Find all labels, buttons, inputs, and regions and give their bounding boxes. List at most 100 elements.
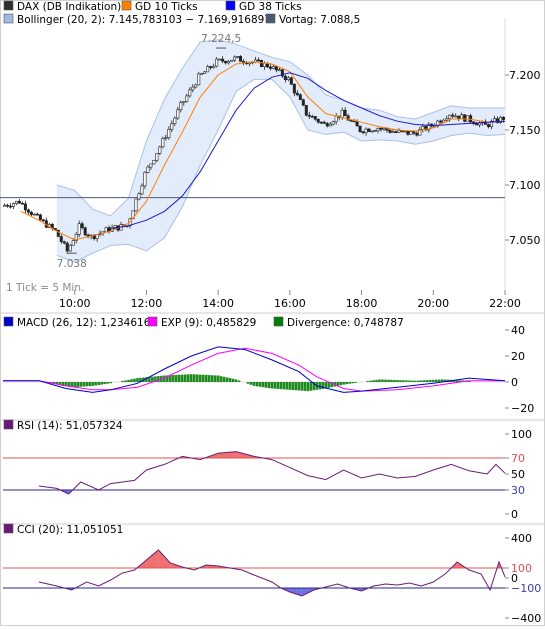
candle-body xyxy=(188,89,192,97)
candle-body xyxy=(203,71,207,74)
divergence-bar xyxy=(163,375,166,382)
candle-body xyxy=(62,241,66,244)
divergence-bar xyxy=(91,382,94,386)
candle-body xyxy=(379,128,383,130)
divergence-bar xyxy=(312,382,316,391)
candle-body xyxy=(328,123,332,127)
candle-body xyxy=(325,123,329,127)
price-x-tick-label: 22:00 xyxy=(489,297,521,310)
candle-body xyxy=(295,92,299,96)
candle-body xyxy=(227,60,231,64)
divergence-bar xyxy=(130,379,133,382)
legend-label: Divergence: 0,748787 xyxy=(287,317,404,329)
price-x-tick-label: 14:00 xyxy=(202,297,234,310)
divergence-bar xyxy=(261,382,265,388)
divergence-bar xyxy=(100,382,103,385)
divergence-bar xyxy=(282,382,286,390)
cci-oversold-fills xyxy=(64,588,491,596)
candle-body xyxy=(388,129,392,133)
divergence-bar xyxy=(420,380,423,382)
divergence-bar xyxy=(348,382,351,384)
candle-body xyxy=(41,219,45,222)
divergence-bar xyxy=(405,380,408,382)
candle-body xyxy=(215,58,219,67)
candle-body xyxy=(29,211,33,215)
candle-body xyxy=(319,121,323,124)
candle-body xyxy=(367,128,371,132)
candle-body xyxy=(331,121,335,125)
candle-body xyxy=(322,121,326,124)
candle-body xyxy=(152,159,156,165)
divergence-bar xyxy=(85,382,88,387)
candle-body xyxy=(209,66,213,68)
candle-body xyxy=(499,116,503,123)
legend-swatch xyxy=(147,316,158,327)
candle-body xyxy=(256,59,260,62)
candle-body xyxy=(221,58,225,62)
divergence-bar xyxy=(103,382,106,385)
divergence-bar xyxy=(339,382,342,386)
candle-body xyxy=(403,130,407,133)
legend-label: RSI (14): 51,057324 xyxy=(17,420,123,432)
legend-swatch xyxy=(3,523,14,534)
candlesticks xyxy=(2,55,506,254)
bollinger-upper-line xyxy=(56,39,505,217)
price-x-tick-label: 16:00 xyxy=(274,297,306,310)
cci-oversold-fill xyxy=(289,588,302,596)
candle-body xyxy=(68,244,72,252)
candle-body xyxy=(176,109,180,119)
divergence-bar xyxy=(342,382,345,385)
candle-body xyxy=(218,58,222,61)
candle-body xyxy=(382,127,386,130)
candle-body xyxy=(26,209,30,213)
price-x-tick-label: 12:00 xyxy=(131,297,163,310)
divergence-bar xyxy=(258,382,262,387)
candle-body xyxy=(56,229,60,237)
candle-body xyxy=(376,128,380,132)
divergence-bar xyxy=(300,382,304,391)
cci-overbought-fills xyxy=(136,550,502,568)
divergence-bar xyxy=(201,374,205,382)
candle-body xyxy=(373,130,377,133)
bollinger-lower-line xyxy=(56,78,506,263)
candle-body xyxy=(409,131,413,135)
candle-body xyxy=(262,62,266,68)
candle-body xyxy=(173,117,177,124)
divergence-bar xyxy=(381,379,384,382)
price-annotation: 7.038 xyxy=(57,258,87,270)
candle-body xyxy=(104,227,108,233)
divergence-bar xyxy=(440,379,444,382)
divergence-bar xyxy=(288,382,292,390)
candle-body xyxy=(286,77,290,80)
divergence-bar xyxy=(306,382,310,392)
divergence-bar xyxy=(234,379,238,382)
divergence-bar xyxy=(225,377,229,382)
divergence-bar xyxy=(321,382,325,389)
divergence-bar xyxy=(366,381,369,382)
candle-body xyxy=(212,65,216,68)
legend-label: GD 10 Ticks xyxy=(135,1,198,13)
candle-body xyxy=(224,60,228,64)
divergence-bar xyxy=(390,379,393,382)
candle-body xyxy=(451,114,455,117)
candle-body xyxy=(170,123,174,130)
legend-swatch xyxy=(3,316,14,327)
divergence-bar xyxy=(378,379,381,382)
candle-body xyxy=(307,114,311,117)
divergence-bar xyxy=(157,376,160,382)
candle-body xyxy=(230,59,234,62)
divergence-bar xyxy=(458,380,462,382)
candle-body xyxy=(448,114,452,120)
divergence-bar xyxy=(297,382,301,391)
candle-body xyxy=(5,204,9,207)
cci-y-tick-label: −400 xyxy=(511,612,541,625)
candle-body xyxy=(349,119,353,122)
divergence-bar xyxy=(452,379,456,382)
price-x-tick-label: 10:00 xyxy=(59,297,91,310)
divergence-bar xyxy=(399,380,402,382)
divergence-bar xyxy=(318,382,322,390)
candle-body xyxy=(340,109,344,118)
divergence-bar xyxy=(222,376,226,382)
divergence-bar xyxy=(431,379,435,382)
divergence-bar xyxy=(414,380,417,382)
